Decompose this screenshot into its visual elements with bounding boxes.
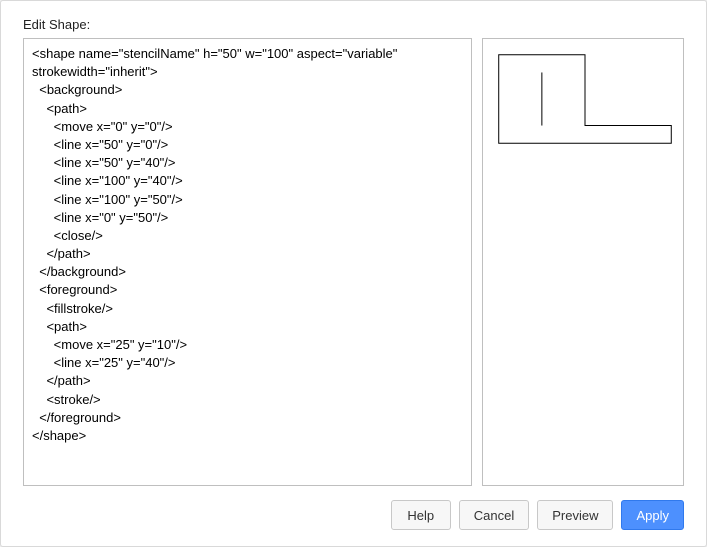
- dialog-title: Edit Shape:: [23, 17, 684, 32]
- shape-preview-panel: [482, 38, 684, 486]
- edit-shape-dialog: Edit Shape: Help Cancel Preview Apply: [0, 0, 707, 547]
- button-row: Help Cancel Preview Apply: [23, 500, 684, 530]
- cancel-button[interactable]: Cancel: [459, 500, 529, 530]
- help-button[interactable]: Help: [391, 500, 451, 530]
- shape-outline: [499, 55, 672, 143]
- apply-button[interactable]: Apply: [621, 500, 684, 530]
- preview-button[interactable]: Preview: [537, 500, 613, 530]
- content-row: [23, 38, 684, 486]
- shape-preview-svg: [497, 53, 673, 145]
- shape-xml-input[interactable]: [23, 38, 472, 486]
